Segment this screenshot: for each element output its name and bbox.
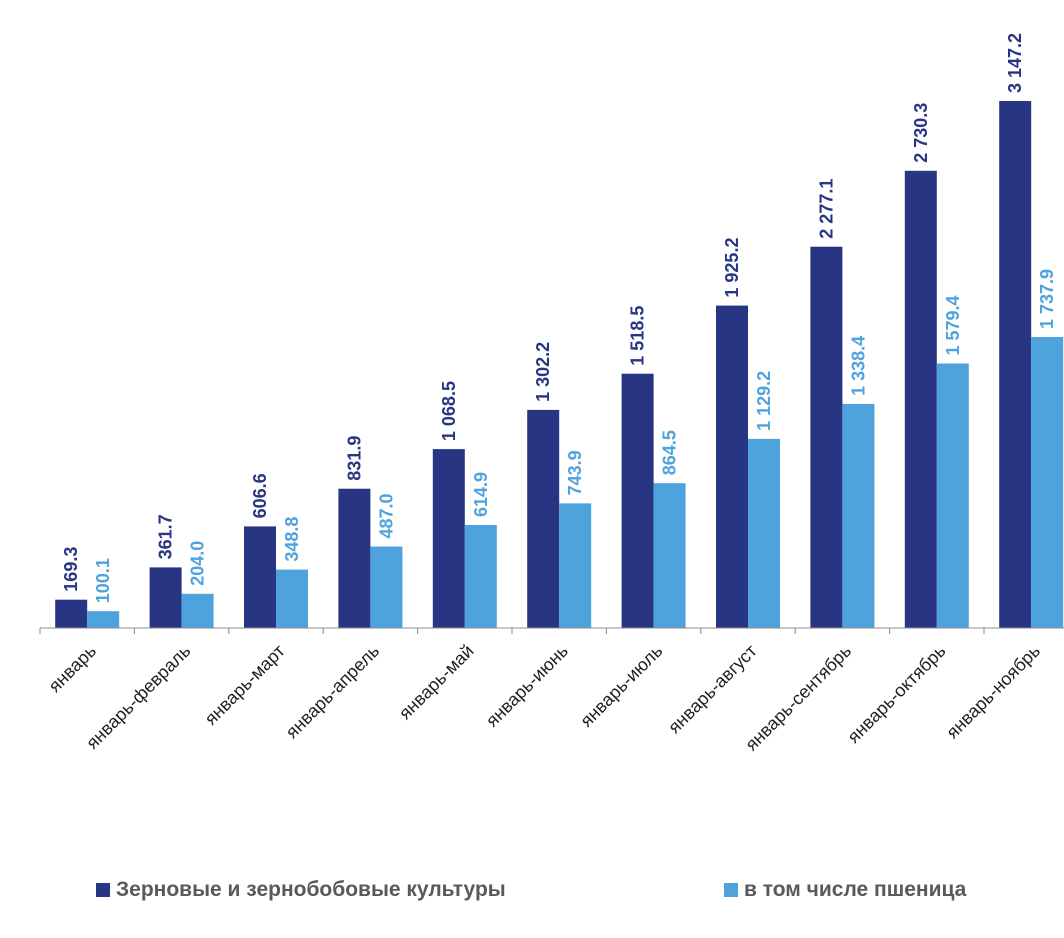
category-label: январь xyxy=(45,641,100,696)
bar-grain xyxy=(432,449,465,628)
data-label-grain: 1 068.5 xyxy=(439,381,459,441)
category-label: январь-октябрь xyxy=(843,641,949,747)
data-label-wheat: 1 579.4 xyxy=(943,295,963,355)
data-label-grain: 3 147.2 xyxy=(1005,33,1025,93)
category-label: январь-апрель xyxy=(282,641,383,742)
data-label-grain: 1 925.2 xyxy=(722,238,742,298)
data-label-grain: 2 730.3 xyxy=(911,103,931,163)
bar-grain xyxy=(55,599,88,628)
bar-wheat xyxy=(87,611,120,628)
category-label: январь-июль xyxy=(576,641,666,731)
x-axis xyxy=(39,627,1064,634)
data-label-wheat: 1 737.9 xyxy=(1037,269,1057,329)
legend-item-grain: Зерновые и зернобобовые культуры xyxy=(96,878,506,902)
legend-label-wheat: в том числе пшеница xyxy=(744,878,967,901)
data-label-grain: 361.7 xyxy=(156,514,176,559)
bars-layer xyxy=(55,101,1064,629)
bar-wheat xyxy=(464,525,497,628)
data-label-wheat: 487.0 xyxy=(376,493,396,538)
bar-wheat xyxy=(181,593,214,628)
legend: Зерновые и зернобобовые культуры в том ч… xyxy=(0,878,1064,918)
category-label: январь-февраль xyxy=(82,641,194,753)
bar-grain xyxy=(810,246,843,628)
category-label: январь-сентябрь xyxy=(741,641,855,755)
category-label: январь-март xyxy=(201,641,289,729)
bar-grain xyxy=(904,170,937,629)
bar-grain xyxy=(527,409,560,628)
legend-item-wheat: в том числе пшеница xyxy=(724,878,966,902)
bar-wheat xyxy=(276,569,308,628)
data-label-wheat: 100.1 xyxy=(93,558,113,603)
data-label-wheat: 743.9 xyxy=(565,450,585,495)
bar-wheat xyxy=(559,503,592,628)
category-label: январь-май xyxy=(395,641,478,724)
bar-chart: 169.3 100.1 361.7 204.0 606.6 348.8 831.9 487.0… xyxy=(39,33,1064,755)
data-label-grain: 606.6 xyxy=(250,473,270,518)
bar-grain xyxy=(621,373,654,628)
bar-grain xyxy=(338,488,371,628)
bar-grain xyxy=(149,567,182,628)
data-label-grain: 1 518.5 xyxy=(628,306,648,366)
data-label-grain: 831.9 xyxy=(344,436,364,481)
data-label-wheat: 1 129.2 xyxy=(754,371,774,431)
data-label-grain: 1 302.2 xyxy=(533,342,553,402)
data-label-wheat: 614.9 xyxy=(471,472,491,517)
bar-wheat xyxy=(653,483,686,628)
bar-grain xyxy=(716,305,748,628)
bar-wheat xyxy=(936,363,969,628)
category-label: январь-август xyxy=(664,641,761,738)
legend-label-grain: Зерновые и зернобобовые культуры xyxy=(116,878,506,901)
bar-wheat xyxy=(370,546,403,628)
data-label-wheat: 204.0 xyxy=(188,541,208,586)
bar-wheat xyxy=(748,438,780,628)
legend-swatch-grain xyxy=(96,883,110,897)
bar-wheat xyxy=(1031,337,1064,628)
bar-wheat xyxy=(842,403,875,628)
data-label-wheat: 348.8 xyxy=(282,517,302,562)
bar-grain xyxy=(244,526,276,628)
bar-grain xyxy=(999,101,1032,628)
data-label-grain: 2 277.1 xyxy=(816,179,836,239)
data-label-wheat: 1 338.4 xyxy=(848,336,868,396)
category-label: январь-ноябрь xyxy=(942,641,1044,743)
legend-swatch-wheat xyxy=(724,883,738,897)
data-label-wheat: 864.5 xyxy=(660,430,680,475)
category-label: январь-июнь xyxy=(482,641,572,731)
data-label-grain: 169.3 xyxy=(61,547,81,592)
data-labels-layer: 169.3 100.1 361.7 204.0 606.6 348.8 831.9 487.0… xyxy=(61,33,1057,603)
